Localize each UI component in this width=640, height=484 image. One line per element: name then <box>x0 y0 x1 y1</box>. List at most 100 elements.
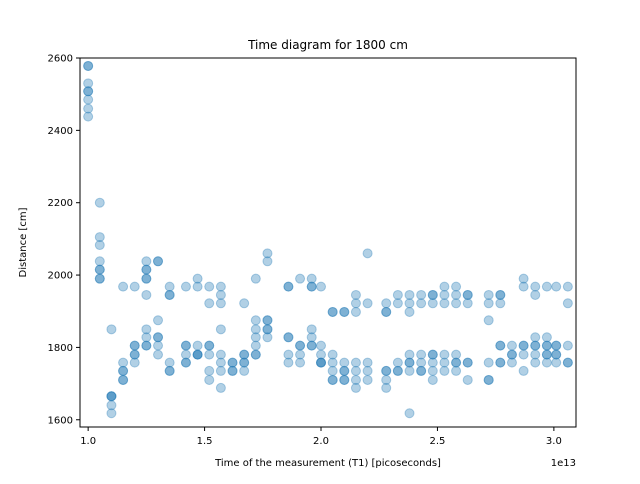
y-tick-label: 2400 <box>48 126 73 137</box>
data-point <box>227 357 238 368</box>
data-point <box>141 332 152 343</box>
data-point <box>404 408 415 419</box>
data-point <box>439 298 450 309</box>
data-point <box>262 315 273 326</box>
data-point <box>483 298 494 309</box>
data-point <box>350 365 361 376</box>
y-tick-label: 2000 <box>48 271 73 282</box>
data-point <box>541 349 552 360</box>
data-point <box>439 289 450 300</box>
data-point <box>350 382 361 393</box>
data-point <box>404 357 415 368</box>
data-point <box>541 332 552 343</box>
data-point <box>129 340 140 351</box>
data-point <box>215 298 226 309</box>
data-point <box>83 86 94 97</box>
data-point <box>339 365 350 376</box>
data-point <box>129 281 140 292</box>
data-point <box>250 273 261 284</box>
data-point <box>141 256 152 267</box>
data-point <box>262 324 273 335</box>
data-point <box>204 340 215 351</box>
data-point <box>381 374 392 385</box>
data-point <box>215 382 226 393</box>
data-point <box>404 349 415 360</box>
data-point <box>416 289 427 300</box>
data-point <box>530 289 541 300</box>
data-point <box>306 281 317 292</box>
data-point <box>327 374 338 385</box>
chart-title: Time diagram for 1800 cm <box>247 38 408 52</box>
data-point <box>530 340 541 351</box>
data-point <box>427 298 438 309</box>
data-point <box>451 357 462 368</box>
data-point <box>506 340 517 351</box>
data-point <box>404 289 415 300</box>
data-point <box>462 298 473 309</box>
data-point <box>541 349 552 360</box>
data-point <box>262 324 273 335</box>
data-point <box>362 357 373 368</box>
data-point <box>94 273 105 284</box>
data-point <box>427 349 438 360</box>
data-point <box>204 349 215 360</box>
data-point <box>204 365 215 376</box>
data-point <box>141 340 152 351</box>
data-point <box>227 365 238 376</box>
data-point <box>94 240 105 251</box>
data-point <box>541 357 552 368</box>
data-point <box>118 281 129 292</box>
data-point <box>530 357 541 368</box>
data-point <box>404 357 415 368</box>
data-point <box>439 357 450 368</box>
data-point <box>518 365 529 376</box>
data-point <box>239 365 250 376</box>
data-point <box>462 357 473 368</box>
data-point <box>562 281 573 292</box>
data-point <box>204 374 215 385</box>
data-point <box>327 306 338 317</box>
data-point <box>530 340 541 351</box>
data-point <box>164 357 175 368</box>
data-point <box>339 306 350 317</box>
data-point <box>327 374 338 385</box>
data-point <box>316 357 327 368</box>
data-point <box>451 298 462 309</box>
data-point <box>262 256 273 267</box>
data-point <box>439 365 450 376</box>
data-point <box>204 298 215 309</box>
data-point <box>180 357 191 368</box>
data-point <box>106 400 117 411</box>
data-point <box>153 340 164 351</box>
data-point <box>83 111 94 122</box>
data-point <box>316 281 327 292</box>
data-point <box>518 273 529 284</box>
data-point <box>462 289 473 300</box>
data-point <box>551 357 562 368</box>
data-point <box>262 332 273 343</box>
data-point <box>506 349 517 360</box>
data-point <box>530 349 541 360</box>
data-point <box>283 332 294 343</box>
data-point <box>404 365 415 376</box>
data-point <box>381 365 392 376</box>
data-point <box>118 357 129 368</box>
data-point <box>381 306 392 317</box>
data-point <box>350 374 361 385</box>
data-point <box>483 374 494 385</box>
data-point <box>427 357 438 368</box>
data-point <box>239 357 250 368</box>
data-point <box>392 365 403 376</box>
data-point <box>118 365 129 376</box>
data-point <box>562 340 573 351</box>
data-point <box>551 340 562 351</box>
data-point <box>262 248 273 259</box>
data-point <box>153 349 164 360</box>
data-point <box>192 281 203 292</box>
data-point <box>106 391 117 402</box>
data-point <box>283 281 294 292</box>
data-point <box>462 289 473 300</box>
data-point <box>495 357 506 368</box>
x-axis-ticks: 1.0 1.5 2.0 2.5 3.0 <box>80 427 562 447</box>
